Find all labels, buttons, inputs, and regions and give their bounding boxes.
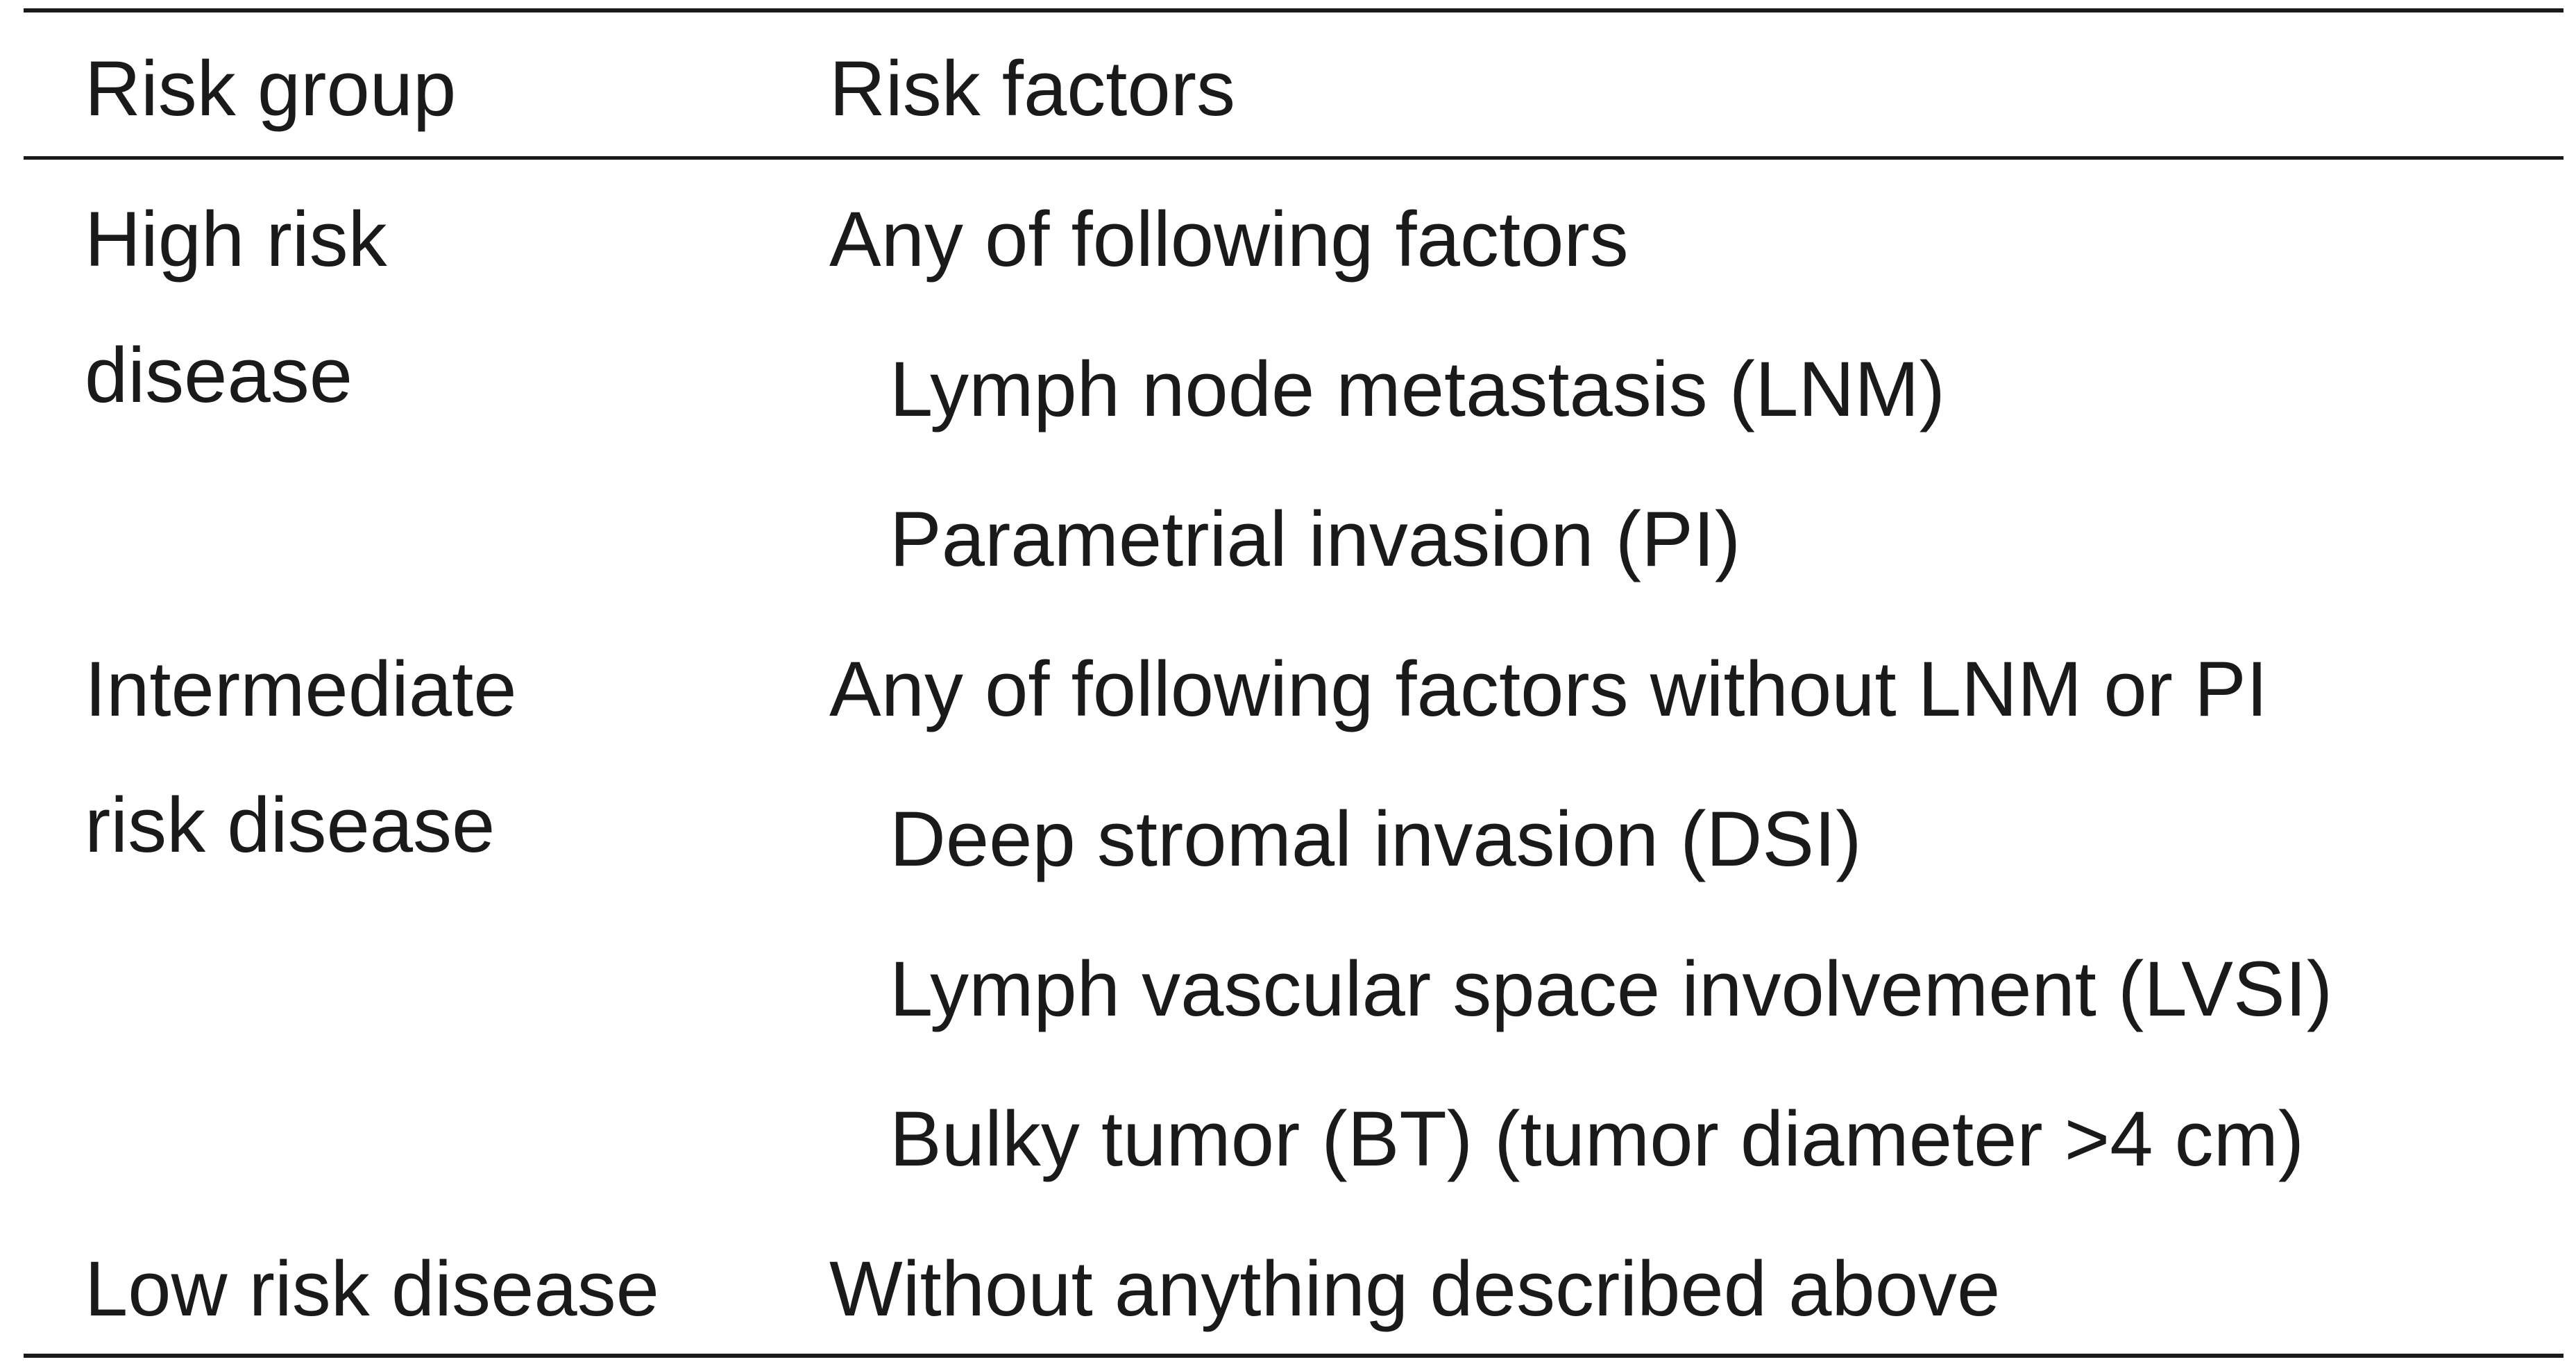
header-risk-factors: Risk factors — [829, 45, 1235, 132]
group-high-risk-line-1: High risk — [85, 196, 387, 283]
group-intermediate-line-2: risk disease — [85, 782, 495, 868]
low-risk-lead: Without anything described above — [829, 1245, 2001, 1332]
intermediate-factor-bt: Bulky tumor (BT) (tumor diameter >4 cm) — [890, 1095, 2305, 1182]
group-high-risk-line-2: disease — [85, 332, 353, 419]
high-risk-lead: Any of following factors — [829, 196, 1629, 283]
group-low-risk: Low risk disease — [85, 1245, 659, 1332]
table-top-rule — [24, 8, 2564, 12]
table-bottom-rule — [24, 1354, 2564, 1358]
high-risk-factor-lnm: Lymph node metastasis (LNM) — [890, 346, 1945, 432]
group-intermediate-line-1: Intermediate — [85, 646, 517, 732]
header-risk-group: Risk group — [85, 45, 457, 132]
intermediate-factor-dsi: Deep stromal invasion (DSI) — [890, 796, 1862, 882]
table-header-rule — [24, 156, 2564, 160]
high-risk-factor-pi: Parametrial invasion (PI) — [890, 496, 1741, 582]
intermediate-lead: Any of following factors without LNM or … — [829, 646, 2268, 732]
intermediate-factor-lvsi: Lymph vascular space involvement (LVSI) — [890, 945, 2333, 1032]
